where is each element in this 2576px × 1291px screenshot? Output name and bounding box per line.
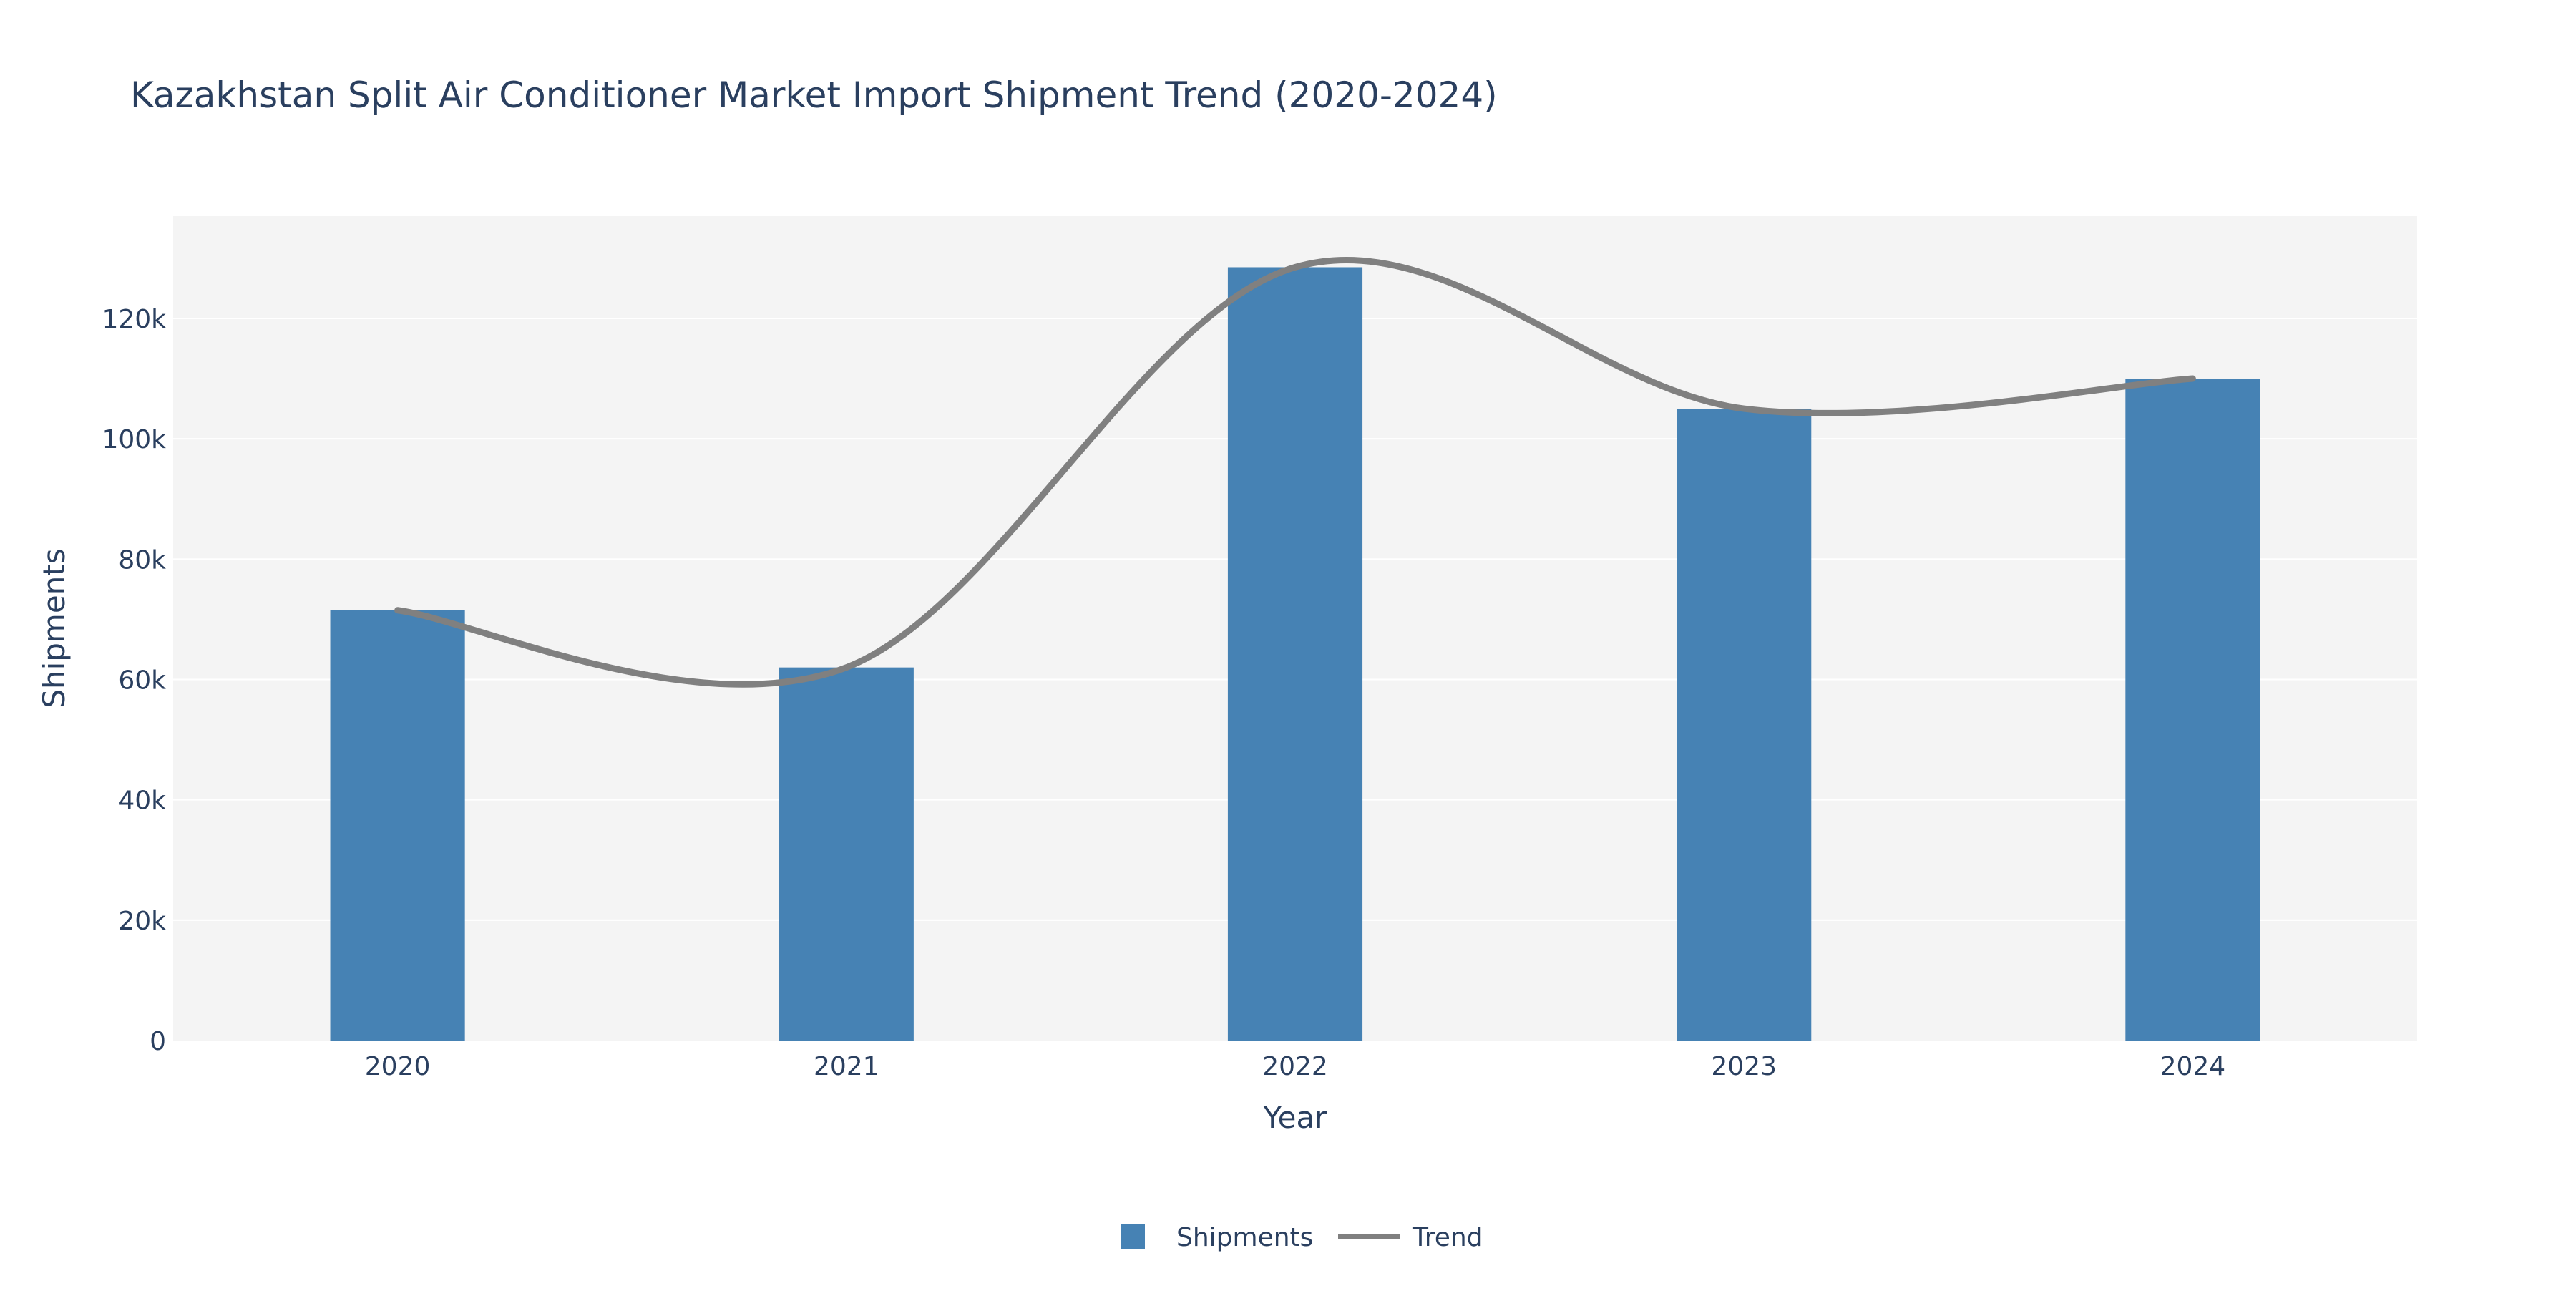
legend-swatch-shipments: [1121, 1224, 1145, 1249]
x-axis-title: Year: [1263, 1100, 1328, 1135]
y-axis-title: Shipments: [36, 548, 72, 708]
bar-2022[interactable]: [1227, 267, 1363, 1041]
y-tick-label: 20k: [118, 907, 166, 936]
x-axis-ticks: 2020 2021 2022 2023 2024: [365, 1052, 2225, 1081]
legend-item-trend[interactable]: Trend: [1338, 1223, 1483, 1252]
bars: [330, 267, 2260, 1041]
y-tick-label: 60k: [118, 666, 166, 695]
legend-label-shipments: Shipments: [1176, 1223, 1313, 1252]
x-tick-label-2023: 2023: [1711, 1052, 1777, 1081]
x-tick-label-2020: 2020: [365, 1052, 431, 1081]
bar-2020[interactable]: [330, 610, 465, 1041]
trend-line[interactable]: [394, 257, 2196, 688]
y-axis-ticks: 0 20k 40k 60k 80k 100k 120k: [102, 305, 166, 1056]
legend-item-shipments[interactable]: Shipments: [1121, 1223, 1313, 1252]
legend[interactable]: Shipments Trend: [1121, 1223, 1483, 1252]
y-tick-label: 80k: [118, 545, 166, 575]
bar-2024[interactable]: [2125, 379, 2260, 1041]
bar-2023[interactable]: [1677, 409, 1812, 1041]
y-tick-label: 0: [150, 1027, 166, 1056]
x-tick-label-2024: 2024: [2160, 1052, 2226, 1081]
y-tick-label: 100k: [102, 425, 166, 454]
legend-label-trend: Trend: [1412, 1223, 1483, 1252]
trend-line-layer: [394, 257, 2196, 688]
y-tick-label: 40k: [118, 786, 166, 816]
y-tick-label: 120k: [102, 305, 166, 334]
x-tick-label-2022: 2022: [1262, 1052, 1328, 1081]
bar-2021[interactable]: [779, 667, 914, 1041]
x-tick-label-2021: 2021: [814, 1052, 879, 1081]
chart-title: Kazakhstan Split Air Conditioner Market …: [130, 74, 1498, 116]
